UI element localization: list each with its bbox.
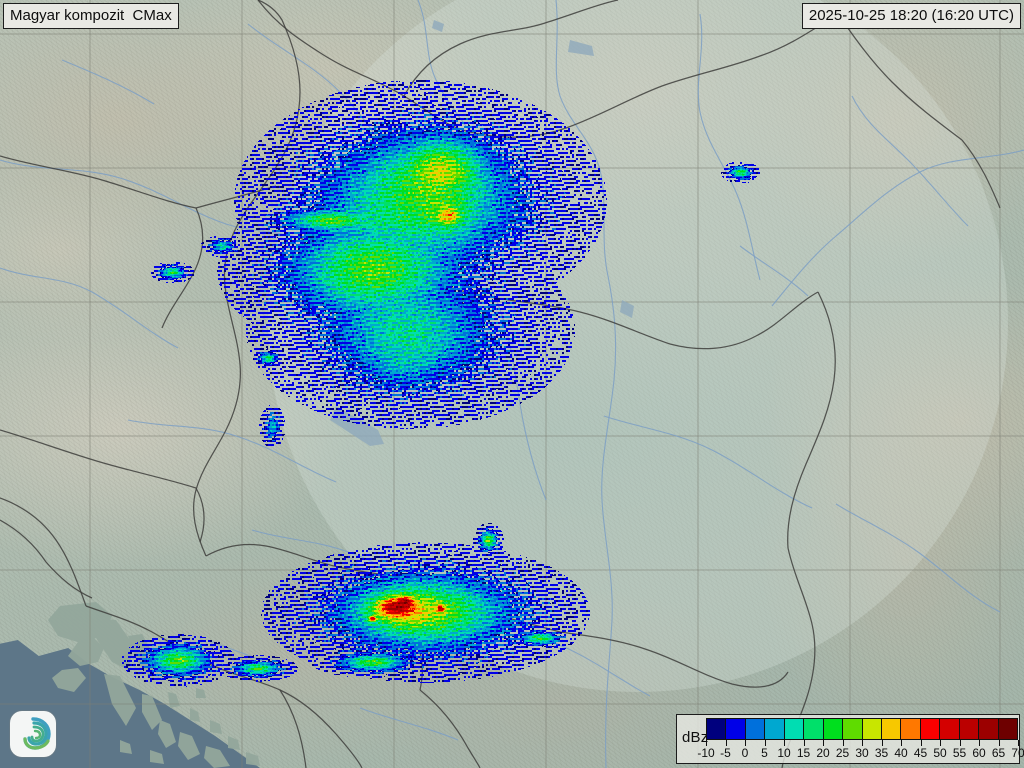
legend-swatch-55 [959,719,980,739]
legend-unit-label: dBz [682,729,709,746]
legend-tick-label: 60 [972,746,986,760]
legend-tick [784,740,785,746]
legend-tick-label: 25 [835,746,850,760]
legend-swatch-50 [940,719,960,739]
dbz-colorbar-legend[interactable]: dBz -10 -5 0 5 10 15 20 25 30 35 40 45 50 55 60 65 70 [676,714,1024,764]
legend-tick [940,740,941,746]
legend-color-swatches [706,718,1018,740]
legend-tick [959,740,961,746]
legend-tick-label: 20 [816,746,830,760]
legend-tick-label: -5 [720,746,731,760]
timestamp-label: 2025-10-25 18:20 (16:20 UTC) [801,3,1021,29]
legend-tick-label: 0 [741,746,749,760]
legend-tick-label: 5 [761,746,768,760]
legend-tick [725,740,727,746]
legend-tick-label: 65 [991,746,1006,760]
legend-tick-label: 35 [874,746,889,760]
legend-swatch--10 [707,719,727,739]
legend-swatch-10 [784,719,805,739]
legend-swatch-35 [881,719,902,739]
legend-tick-label: 70 [1011,746,1024,760]
legend-tick-marks [706,740,1019,748]
product-title-label: Magyar kompozit CMax [3,3,179,29]
legend-tick [842,740,844,746]
legend-tick [920,740,922,746]
legend-tick [881,740,883,746]
legend-swatch-45 [920,719,941,739]
legend-swatch-60 [979,719,999,739]
spiral-logo-icon [23,717,51,750]
legend-tick-label: 50 [933,746,947,760]
legend-tick [706,740,707,746]
legend-tick [764,740,766,746]
legend-tick [823,740,824,746]
legend-swatch-0 [745,719,766,739]
hungaromet-logo[interactable] [10,711,56,757]
legend-tick-label: 40 [894,746,908,760]
legend-swatch-5 [765,719,785,739]
legend-tick-label: 10 [777,746,791,760]
legend-tick-label: 15 [796,746,811,760]
legend-swatch--5 [726,719,746,739]
legend-swatch-65 [998,719,1017,739]
legend-swatch-20 [823,719,844,739]
legend-swatch-25 [843,719,863,739]
legend-tick [979,740,980,746]
legend-swatch-15 [804,719,824,739]
legend-tick-label: 55 [952,746,967,760]
legend-swatch-40 [901,719,921,739]
legend-tick [745,740,746,746]
legend-tick-label: 30 [855,746,869,760]
legend-tick-labels: -10 -5 0 5 10 15 20 25 30 35 40 45 50 55 60 65 70 [697,746,1024,762]
legend-tick [862,740,863,746]
legend-tick [1018,740,1019,746]
legend-tick [803,740,805,746]
legend-tick [998,740,1000,746]
legend-swatch-30 [862,719,882,739]
legend-tick-label: 45 [913,746,928,760]
legend-tick [901,740,902,746]
legend-tick-label: -10 [697,746,715,760]
